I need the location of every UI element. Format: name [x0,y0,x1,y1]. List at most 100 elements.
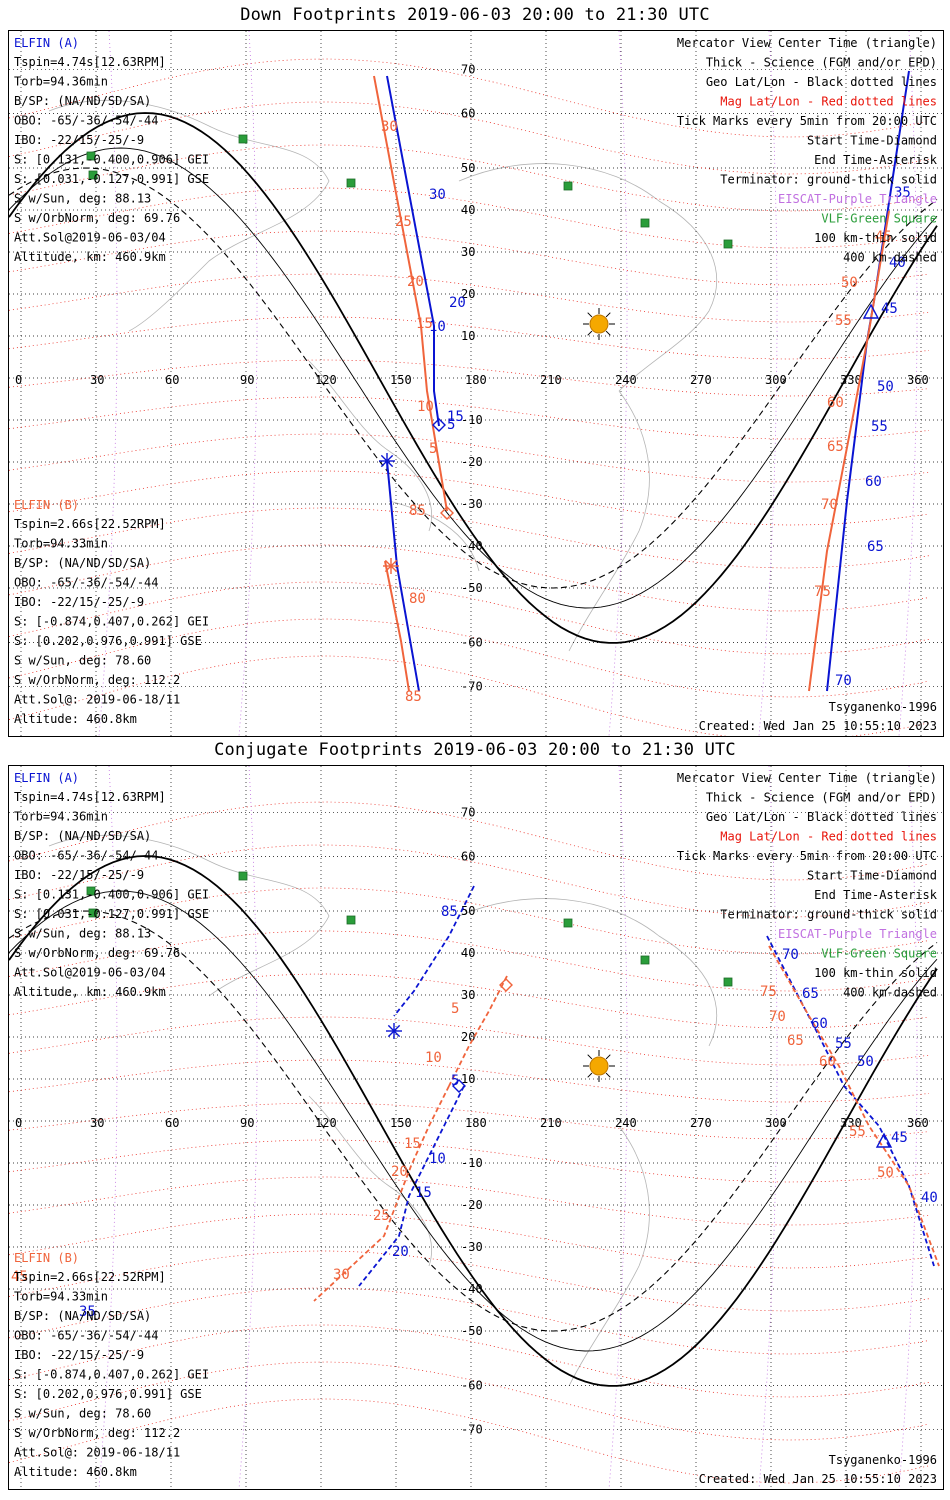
elfin-b-header: ELFIN (B) [14,1251,79,1265]
vlf-square-icon [346,178,356,188]
mag-meridian [608,31,628,736]
lat-tick-label: -10 [461,1156,483,1170]
legend-item: Geo Lat/Lon - Black dotted lines [706,75,937,89]
elfin-b-info-line: S w/OrbNorm, deg: 112.2 [14,1426,180,1440]
sun-disc [589,314,609,334]
coastline-path [48,99,330,332]
lon-tick-label: 90 [240,373,254,387]
coastlines [48,834,717,1387]
elfin-a-tick-label: 50 [877,379,894,395]
elfin-a-tick-label: 35 [79,1304,96,1320]
vlf-square-icon [238,871,248,881]
legend-item: EISCAT-Purple Triangle [778,927,937,941]
elfin-b-tick-label: 75 [814,584,831,600]
elfin-b-tick-label: 85 [405,689,422,705]
elfin-a-info-line: IBO: -22/15/-25/-9 [14,868,144,882]
coastlines [48,99,717,652]
lon-tick-label: 150 [390,373,412,387]
elfin-b-info-line: Att.Sol@: 2019-06-18/11 [14,1446,180,1460]
terminator-400km [9,167,938,589]
elfin-a-header: ELFIN (A) [14,36,79,50]
elfin-a-info-line: S: [0.131,-0.400,0.906] GEI [14,153,209,167]
elfin-a-tick-label: 65 [802,986,819,1002]
elfin-b-track-segment [373,75,448,512]
mag-parallel [9,507,930,569]
lat-tick-label: 10 [461,329,475,343]
mag-meridian [98,766,118,1489]
elfin-a-info: ELFIN (A) Tspin=4.74s[12.63RPM] Torb=94.36… [14,771,209,999]
elfin-b-track [313,945,940,1302]
lon-tick-label: 330 [840,1116,862,1130]
elfin-a-info-line: Altitude, km: 460.9km [14,250,166,264]
elfin-a-info-line: S: [0.131,-0.400,0.906] GEI [14,888,209,902]
lat-tick-label: 30 [461,988,475,1002]
legend-item: VLF-Green Square [821,212,937,226]
mag-parallel [9,655,930,736]
elfin-b-info-line: Altitude: 460.8km [14,712,137,726]
lat-tick-label: 10 [461,1072,475,1086]
mag-parallel [9,1176,930,1226]
elfin-b-info-line: S: [-0.874,0.407,0.262] GEI [14,1368,209,1382]
elfin-a-track-segment [393,885,475,1017]
elfin-b-info-line: S: [0.202,0.976,0.991] GSE [14,1387,202,1401]
lat-tick-label: -30 [461,497,483,511]
mag-meridian [238,766,258,1489]
elfin-b-tick-label: 75 [760,984,777,1000]
elfin-b-info: ELFIN (B) Tspin=2.66s[22.52RPM] Torb=94.33… [14,498,209,726]
center-triangle-icon [875,1132,893,1148]
mag-parallel [9,144,930,212]
legend-item: 400 km-dashed [843,251,937,265]
elfin-b-tick-label: 20 [407,274,424,290]
elfin-a-info: ELFIN (A) Tspin=4.74s[12.63RPM] Torb=94.36… [14,36,209,264]
lat-tick-label: -60 [461,1379,483,1393]
legend-item: 100 km-thin solid [814,231,937,245]
coastline-path [308,1095,432,1267]
sun-icon [583,1050,615,1082]
elfin-a-tick-label: 30 [429,187,446,203]
terminator-ground [9,855,938,1387]
mag-meridians [98,766,918,1489]
lat-tick-label: -70 [461,1423,483,1437]
mag-parallel [9,1287,930,1355]
elfin-a-tick-label: 45 [881,301,898,317]
start-diamond-icon [440,506,454,520]
lon-tick-label: 270 [690,1116,712,1130]
elfin-b-tick-label: 15 [404,1136,421,1152]
legend-item: Mag Lat/Lon - Red dotted lines [720,95,937,109]
start-diamond-icon [499,978,513,992]
lat-tick-label: -10 [461,413,483,427]
legend-item: Tick Marks every 5min from 20:00 UTC [677,849,937,863]
elfin-a-info-line: Torb=94.36min [14,75,108,89]
lat-tick-label: -70 [461,680,483,694]
elfin-a-track-segment [386,75,440,427]
mag-meridian [98,31,118,736]
sun-ray [587,1054,593,1060]
elfin-b-info-line: IBO: -22/15/-25/-9 [14,1348,144,1362]
elfin-b-tick-label: 70 [769,1009,786,1025]
elfin-a-info-line: Altitude, km: 460.9km [14,985,166,999]
coastline-path [458,898,717,1047]
legend-item: Start Time-Diamond [807,869,937,883]
geo-grid [9,766,943,1489]
elfin-b-track-segment [768,945,940,1267]
map-panel-conjugate: 0 30 60 90 120 150 180 210 240 270 300 330 360 70 60 50… [8,765,944,1490]
elfin-b-info-line: S w/Sun, deg: 78.60 [14,654,151,668]
panel-title-conjugate: Conjugate Footprints 2019-06-03 20:00 to… [214,740,736,760]
mag-parallel [9,544,930,612]
elfin-a-info-line: S w/OrbNorm, deg: 69.76 [14,946,180,960]
coastline-path [308,360,432,532]
sun-ray [605,330,611,336]
lat-tick-label: -50 [461,1324,483,1338]
legend-item: Mercator View Center Time (triangle) [677,771,937,785]
elfin-b-info-line: B/SP: (NA/ND/SD/SA) [14,556,151,570]
mag-parallel [9,1250,930,1312]
mag-parallel [9,1016,930,1066]
elfin-a-info-line: B/SP: (NA/ND/SD/SA) [14,94,151,108]
mag-meridian [898,31,918,736]
sun-ray [605,1054,611,1060]
vlf-square-icon [88,908,98,918]
lat-tick-label: 20 [461,287,475,301]
